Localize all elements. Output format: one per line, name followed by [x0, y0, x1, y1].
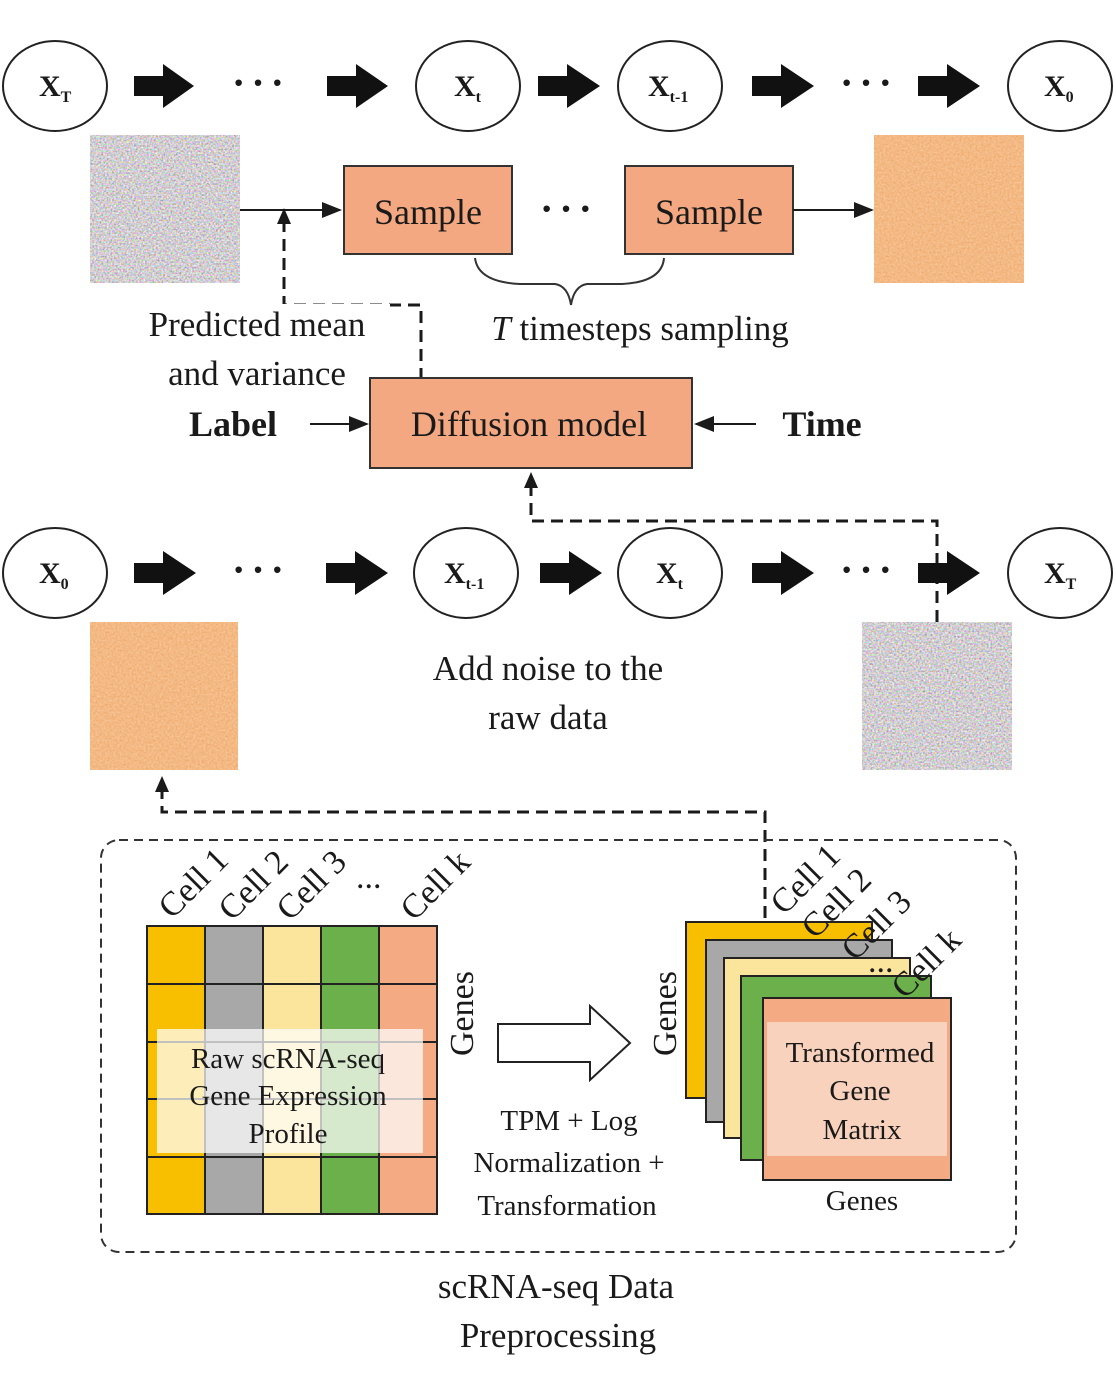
- diffusion-model-box: [369, 377, 693, 469]
- clean-image-bottom-left: [90, 622, 238, 770]
- transformed-line3: Matrix: [823, 1114, 902, 1146]
- node-xt-1-top-label: Xt-1: [648, 70, 688, 106]
- thick-arrow: [918, 551, 980, 595]
- preprocessing-title-line1: scRNA-seq Data: [438, 1267, 675, 1306]
- col-label-cellk: Cell k: [393, 843, 477, 927]
- sample-box-2-label: Sample: [655, 192, 763, 232]
- reverse-chain: XT ··· Xt Xt-1 ··· X0: [2, 40, 1113, 132]
- predicted-label-bg: [128, 304, 390, 394]
- ellipsis: ···: [232, 547, 290, 592]
- node-xt-1-bottom-label: Xt-1: [444, 557, 484, 593]
- sample-box-1-label: Sample: [374, 192, 482, 232]
- thick-arrow: [752, 64, 814, 108]
- node-x0-bottom: [2, 527, 108, 619]
- preprocessing-panel: Cell 1 Cell 2 Cell 3 ... Cell k: [100, 837, 1017, 1355]
- forward-chain: X0 ··· Xt-1 Xt ··· XT Add noise to the r…: [2, 527, 1113, 770]
- thick-arrow: [918, 64, 980, 108]
- genes-label-stack: Genes: [647, 971, 684, 1056]
- predicted-label-line1: Predicted mean: [149, 305, 366, 344]
- node-xt-1-top: [617, 40, 723, 132]
- node-xT-bottom-label: XT: [1044, 557, 1077, 593]
- predicted-feedback-arrowhead: [277, 208, 291, 224]
- stack-label-bg: [767, 1022, 947, 1156]
- transformed-line2: Gene: [829, 1075, 890, 1107]
- noise-input-arrowhead: [524, 472, 538, 488]
- ellipsis: ···: [840, 547, 898, 592]
- step-line1: TPM + Log: [500, 1105, 637, 1137]
- thick-arrow: [540, 551, 602, 595]
- raw-label-overlay: [157, 1029, 423, 1153]
- timestep-brace: [474, 257, 665, 306]
- sample-box-1: [343, 165, 513, 255]
- preprocess-to-x0-arrowhead: [155, 776, 169, 792]
- genes-label-bottom: Genes: [826, 1185, 898, 1217]
- thick-arrow: [134, 551, 196, 595]
- ellipsis: ···: [232, 60, 290, 105]
- node-xT-top: [2, 40, 108, 132]
- sampling-row: Sample ··· Sample T timesteps sampling: [90, 135, 1024, 348]
- node-xT-top-label: XT: [39, 70, 72, 106]
- node-x0-bottom-label: X0: [39, 557, 69, 593]
- node-x0-top: [1007, 40, 1113, 132]
- col-label-ellipsis: ...: [356, 859, 382, 896]
- genes-label-raw: Genes: [444, 971, 481, 1056]
- thick-arrow: [327, 64, 388, 108]
- sample-ellipsis: ···: [540, 186, 598, 231]
- node-xt-1-bottom: [413, 527, 519, 619]
- raw-matrix: Raw scRNA-seq Gene Expression Profile: [146, 925, 438, 1215]
- raw-label-line3: Profile: [249, 1118, 328, 1150]
- clean-image-top-right: [874, 135, 1024, 283]
- transformed-stack: Transformed Gene Matrix: [685, 921, 952, 1181]
- add-noise-line2: raw data: [488, 698, 608, 737]
- node-xT-bottom: [1007, 527, 1113, 619]
- preprocess-to-x0-line: [160, 790, 767, 918]
- step-line3: Transformation: [477, 1190, 657, 1222]
- predicted-label-line2: and variance: [168, 354, 346, 393]
- stack-col-ellipsis: ...: [868, 943, 894, 980]
- raw-label-line1: Raw scRNA-seq: [191, 1043, 385, 1075]
- thick-arrow: [326, 551, 388, 595]
- preprocessing-dashed-frame: [100, 839, 1017, 1253]
- add-noise-line1: Add noise to the: [433, 649, 663, 688]
- node-xt-top-label: Xt: [454, 70, 482, 106]
- diffusion-model-label: Diffusion model: [411, 404, 647, 444]
- time-input: Time: [782, 404, 861, 444]
- thick-arrow: [538, 64, 600, 108]
- label-input: Label: [189, 404, 277, 444]
- raw-label-line2: Gene Expression: [189, 1080, 387, 1112]
- thick-arrow: [752, 551, 814, 595]
- step-line2: Normalization +: [473, 1147, 664, 1179]
- noise-image-top-left: [90, 135, 240, 283]
- noise-image-bottom-right: [862, 622, 1012, 770]
- thick-arrow: [134, 64, 194, 108]
- noise-input-line: [529, 486, 939, 622]
- preprocessing-title-line2: Preprocessing: [460, 1316, 656, 1355]
- node-xt-bottom: [617, 527, 723, 619]
- ellipsis: ···: [840, 60, 898, 105]
- hollow-transform-arrow: [497, 1003, 632, 1083]
- transformed-line1: Transformed: [786, 1037, 935, 1069]
- node-xt-bottom-label: Xt: [656, 557, 684, 593]
- sample-box-2: [624, 165, 794, 255]
- model-row: Predicted mean and variance Label Diffus…: [128, 208, 939, 622]
- node-x0-top-label: X0: [1044, 70, 1074, 106]
- node-xt-top: [415, 40, 521, 132]
- timesteps-sampling-label: T timesteps sampling: [491, 309, 789, 348]
